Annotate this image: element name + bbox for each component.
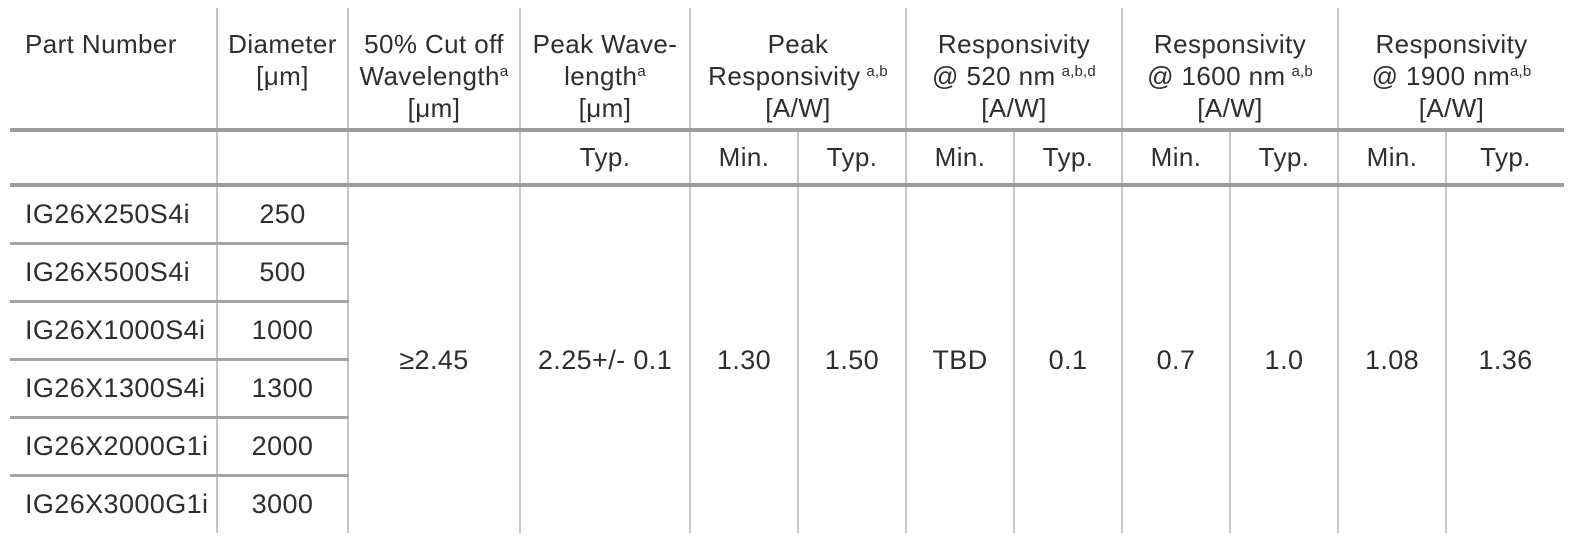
header-line: @ 1900 nma,b [1371, 61, 1532, 91]
header-line: lengtha [564, 61, 646, 91]
value-resp-520-typ: 0.1 [1012, 185, 1123, 533]
header-line: Responsivity [1375, 29, 1528, 59]
value-peak-resp-min: 1.30 [689, 185, 798, 533]
value-resp-1600-typ: 1.0 [1229, 185, 1339, 533]
col-header-cutoff-wavelength: 50% Cut off Wavelengtha [μm] [347, 8, 520, 132]
header-line: @ 520 nm a,b,d [932, 61, 1096, 91]
footnote-marker: a,b,d [1061, 63, 1096, 80]
part-number-cell: IG26X3000G1i [25, 489, 209, 520]
table-row: IG26X2000G1i 2000 [10, 417, 1564, 477]
footnote-marker: a,b [866, 63, 888, 80]
subheader-row: Typ. Min. Typ. Min. Typ. Min. Typ. Min. … [10, 130, 1565, 187]
header-line: 50% Cut off [364, 29, 504, 59]
footnote-marker: a [637, 63, 646, 80]
diameter-cell: 250 [216, 185, 348, 245]
part-number-cell: IG26X250S4i [10, 185, 217, 245]
subheader-peak-wavelength-typ: Typ. [519, 130, 690, 187]
header-line: Responsivity [937, 29, 1091, 59]
table-row: IG26X500S4i 500 [10, 243, 1564, 303]
value-peak-wavelength: 2.25+/- 0.1 [519, 185, 690, 533]
col-group-responsivity-1900nm: Responsivity @ 1900 nma,b [A/W] [1337, 8, 1565, 132]
subheader-empty-diameter [216, 130, 348, 187]
part-number-cell: IG26X2000G1i [10, 417, 217, 477]
header-line: Diameter [228, 29, 337, 59]
header-unit: [μm] [256, 61, 309, 91]
header-line: Responsivity a,b [708, 61, 888, 91]
subheader-resp-520-min: Min. [905, 130, 1014, 187]
diameter-cell: 3000 [216, 475, 348, 533]
header-unit: [A/W] [981, 93, 1047, 123]
footnote-marker: a [499, 63, 509, 80]
spec-table: Part Number Diameter [μm] 50% Cut off Wa… [10, 8, 1565, 533]
value-resp-1600-min: 0.7 [1121, 185, 1231, 533]
part-number-cell: IG26X500S4i [10, 243, 217, 303]
subheader-empty-part [10, 130, 217, 187]
header-unit: [μm] [407, 93, 461, 123]
subheader-resp-1900-typ: Typ. [1445, 130, 1565, 187]
subheader-resp-520-typ: Typ. [1012, 130, 1123, 187]
subheader-peak-resp-min: Min. [689, 130, 798, 187]
part-number-cell: IG26X1000S4i [10, 301, 217, 361]
header-unit: [μm] [578, 93, 632, 123]
diameter-cell: 1000 [216, 301, 348, 361]
col-group-responsivity-520nm: Responsivity @ 520 nm a,b,d [A/W] [904, 8, 1123, 132]
value-peak-resp-typ: 1.50 [797, 185, 906, 533]
footnote-marker: a,b [1510, 63, 1532, 80]
header-line: Part Number [25, 29, 177, 59]
header-line: Peak [767, 29, 829, 59]
diameter-cell: 2000 [216, 417, 348, 477]
header-line: Peak Wave- [532, 29, 678, 59]
value-resp-1900-typ: 1.36 [1445, 185, 1565, 533]
col-header-diameter: Diameter [μm] [216, 8, 348, 132]
header-line: Responsivity [1153, 29, 1307, 59]
diameter-cell: 1300 [216, 359, 348, 419]
value-cutoff-wavelength: ≥2.45 [347, 185, 520, 533]
table-row: IG26X1000S4i 1000 [10, 301, 1564, 361]
header-unit: [A/W] [1418, 93, 1485, 123]
col-header-peak-wavelength: Peak Wave- lengtha [μm] [519, 8, 690, 132]
table-row: IG26X250S4i 250 ≥2.45 2.25+/- 0.1 1.30 1… [10, 185, 1565, 533]
header-line: Wavelengtha [359, 61, 509, 91]
diameter-cell: 500 [216, 243, 348, 303]
header-unit: [A/W] [1197, 93, 1263, 123]
col-group-responsivity-1600nm: Responsivity @ 1600 nm a,b [A/W] [1121, 8, 1339, 132]
col-group-peak-responsivity: Peak Responsivity a,b [A/W] [689, 8, 906, 132]
value-resp-1900-min: 1.08 [1337, 185, 1447, 533]
subheader-resp-1600-min: Min. [1121, 130, 1231, 187]
footnote-marker: a,b [1291, 63, 1313, 80]
table-row: IG26X1300S4i 1300 [10, 359, 1564, 419]
part-number-cell: IG26X1300S4i [10, 359, 217, 419]
subheader-resp-1600-typ: Typ. [1229, 130, 1339, 187]
subheader-peak-resp-typ: Typ. [797, 130, 906, 187]
subheader-empty-cutoff [347, 130, 520, 187]
table-row: IG26X3000G1i 3000 [10, 475, 1564, 533]
value-resp-520-min: TBD [905, 185, 1014, 533]
header-line: @ 1600 nm a,b [1147, 61, 1313, 91]
subheader-resp-1900-min: Min. [1337, 130, 1447, 187]
header-unit: [A/W] [765, 93, 831, 123]
col-header-part-number: Part Number [10, 8, 217, 132]
header-row: Part Number Diameter [μm] 50% Cut off Wa… [10, 8, 1565, 132]
